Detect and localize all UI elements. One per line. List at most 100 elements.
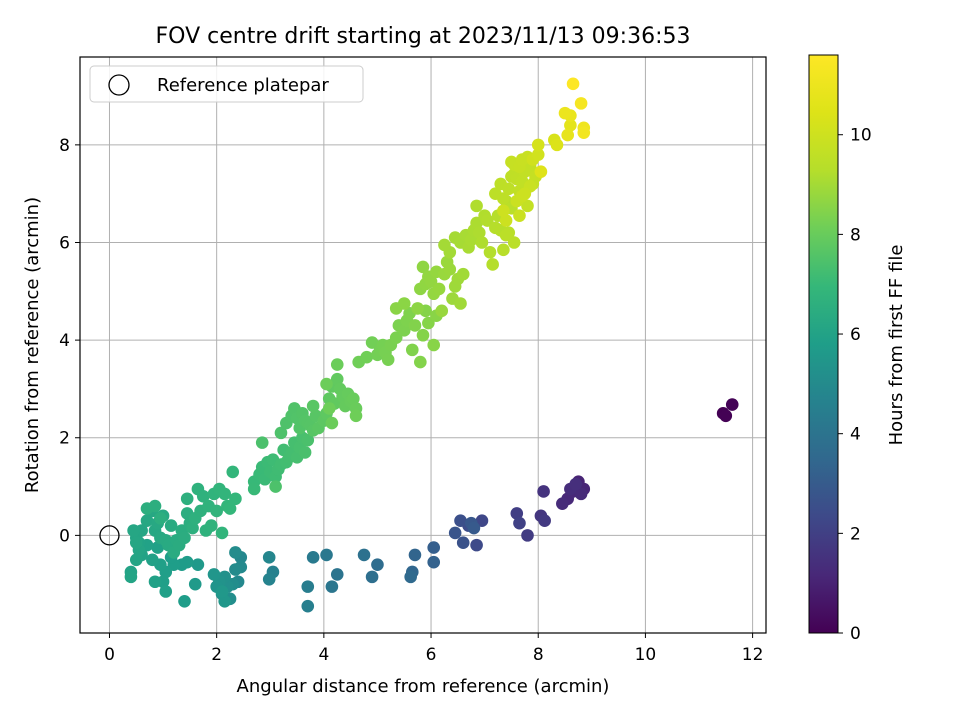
data-point: [537, 485, 550, 498]
data-point: [561, 128, 575, 142]
data-point: [408, 319, 422, 332]
data-point: [229, 563, 242, 576]
data-point: [577, 126, 591, 139]
data-point: [531, 138, 545, 152]
data-point: [470, 538, 483, 552]
data-point: [320, 548, 333, 562]
legend: Reference platepar: [89, 65, 364, 103]
data-point: [146, 553, 159, 567]
colorbar: 0 2 4 6 8 10 Hours from first FF file: [808, 54, 907, 644]
data-point: [188, 577, 202, 591]
data-point: [475, 236, 489, 249]
data-point: [226, 465, 240, 479]
data-point: [255, 436, 269, 449]
x-tick-label: 4: [318, 645, 329, 665]
data-point: [521, 529, 534, 542]
colorbar-gradient: [808, 54, 839, 634]
data-point: [513, 516, 526, 530]
data-point: [151, 541, 165, 554]
data-point: [306, 399, 320, 413]
data-point: [464, 233, 478, 247]
x-axis-ticks: 0 2 4 6 8 10 12: [104, 633, 763, 665]
x-tick-label: 8: [533, 645, 544, 665]
data-point: [414, 355, 427, 369]
colorbar-label: Hours from first FF file: [886, 245, 907, 446]
data-point: [411, 302, 424, 315]
data-point: [229, 546, 242, 559]
data-point: [229, 492, 242, 506]
data-point: [438, 238, 451, 252]
data-point: [301, 580, 315, 593]
colorbar-tick-label: 0: [850, 624, 861, 644]
data-point: [408, 548, 422, 562]
data-point: [510, 507, 524, 520]
data-point: [427, 555, 441, 569]
data-point: [349, 409, 363, 423]
data-point: [456, 536, 470, 549]
y-tick-label: 2: [59, 429, 70, 449]
data-point: [191, 558, 205, 571]
data-point: [274, 426, 288, 440]
data-point: [127, 524, 140, 537]
data-point: [538, 514, 551, 528]
data-point: [502, 182, 516, 196]
data-point: [218, 594, 232, 608]
data-point: [719, 409, 733, 423]
data-point: [186, 521, 199, 535]
colorbar-tick-label: 4: [850, 425, 861, 445]
data-point: [475, 514, 489, 528]
data-point: [397, 324, 411, 337]
data-point: [301, 599, 315, 613]
data-point: [223, 502, 237, 515]
data-point: [330, 568, 344, 581]
data-point: [124, 570, 138, 584]
data-point: [207, 568, 221, 581]
data-point: [306, 551, 320, 564]
x-tick-label: 0: [104, 645, 115, 665]
data-point: [330, 372, 344, 386]
data-point: [518, 187, 532, 200]
data-point: [360, 350, 374, 364]
data-point: [178, 594, 191, 608]
data-point: [215, 585, 229, 598]
data-point: [448, 526, 462, 540]
data-point: [330, 358, 344, 371]
data-point: [404, 570, 417, 584]
grid-lines: [80, 57, 766, 633]
data-point: [497, 204, 510, 218]
data-point: [467, 521, 481, 535]
data-point: [322, 402, 336, 415]
data-point: [486, 258, 499, 271]
y-tick-label: 6: [59, 233, 70, 253]
data-point: [178, 531, 191, 545]
data-point: [269, 480, 282, 493]
plot-area-frame: [79, 56, 767, 634]
data-point: [365, 336, 379, 349]
data-point: [180, 492, 194, 506]
colorbar-tick-label: 10: [850, 126, 872, 146]
data-point: [443, 263, 457, 276]
data-point: [210, 504, 223, 518]
y-tick-label: 4: [59, 331, 70, 351]
data-point: [325, 416, 339, 430]
data-point: [497, 243, 510, 257]
data-point: [301, 433, 315, 447]
data-point: [381, 353, 395, 366]
data-point: [454, 514, 467, 528]
data-point: [262, 551, 276, 564]
x-tick-label: 10: [635, 645, 657, 665]
data-point: [215, 526, 229, 540]
colorbar-tick-label: 6: [850, 325, 861, 345]
data-point: [371, 558, 384, 571]
x-tick-label: 12: [742, 645, 764, 665]
data-point: [507, 236, 521, 249]
data-point: [566, 77, 580, 91]
data-point: [556, 497, 569, 510]
data-point: [427, 338, 441, 352]
data-point: [416, 328, 430, 342]
y-tick-label: 0: [59, 526, 70, 546]
data-point: [483, 245, 497, 259]
data-point: [325, 580, 339, 593]
data-point: [574, 487, 588, 501]
data-point: [499, 214, 513, 227]
